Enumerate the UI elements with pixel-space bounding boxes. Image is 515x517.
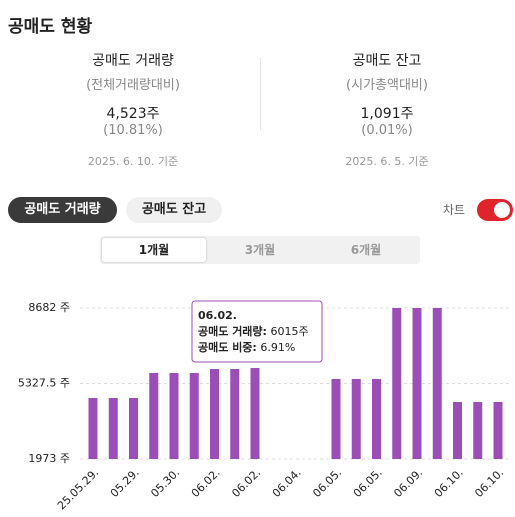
summary-label: 공매도 거래량 [92,53,174,69]
tooltip-title: 06.02. [198,309,237,322]
x-tick-label: 06.10. [472,466,506,500]
summary-date: 2025. 6. 5. 기준 [345,155,429,168]
title: 공매도 현황 [8,17,93,37]
y-tick-label: 8682 주 [28,301,70,314]
bar [453,402,462,459]
x-tick-label: 06.04. [270,466,304,500]
bar [149,373,159,459]
tooltip-box [191,300,323,363]
x-tick-label: 06.10. [432,466,466,500]
x-tick-label: 06.09. [391,466,425,500]
tooltip-line: 공매도 비중: 6.91% [198,340,295,354]
bar [372,379,381,459]
summary-sublabel: (전체거래량대비) [86,78,180,93]
bar [412,308,422,459]
divider [260,58,261,130]
bar [210,368,219,459]
summary-label: 공매도 잔고 [352,53,422,69]
bar [189,373,199,459]
x-tick-label: 06.02. [229,466,263,500]
x-tick-label: 06.05. [310,466,344,500]
summary-ratio: (0.01%) [361,123,413,138]
y-tick-label: 1973 주 [28,452,70,465]
bar [108,398,118,459]
summary-sublabel: (시가총액대비) [346,78,428,93]
summary-date: 2025. 6. 10. 기준 [87,155,179,168]
bar [250,368,260,459]
tooltip-line: 공매도 거래량: 6015주 [198,324,309,338]
bar [331,379,341,459]
bar [493,402,503,459]
summary-value: 4,523주 [106,106,160,122]
bar [230,368,240,459]
bar [392,308,402,459]
tab[interactable]: 공매도 거래량 [8,197,117,223]
period-tab[interactable]: 1개월 [102,238,206,262]
toggle-label: 차트 [443,203,466,217]
bar [351,379,361,459]
bar [473,402,483,459]
bar [88,398,98,459]
x-tick-label: 25.05.29. [55,466,101,512]
x-tick-label: 06.05. [351,466,385,500]
tab[interactable]: 공매도 잔고 [126,197,222,223]
y-tick-label: 5327.5 주 [18,377,70,390]
summary-value: 1,091주 [360,106,414,122]
x-tick-label: 05.30. [148,466,182,500]
period-tab[interactable]: 3개월 [244,243,276,257]
bar [432,308,442,459]
summary-ratio: (10.81%) [103,123,163,138]
toggle[interactable] [477,199,513,221]
bar [169,373,179,459]
x-tick-label: 05.29. [108,466,142,500]
x-tick-label: 06.02. [189,466,223,500]
period-tab[interactable]: 6개월 [350,243,382,257]
bar [129,398,138,459]
